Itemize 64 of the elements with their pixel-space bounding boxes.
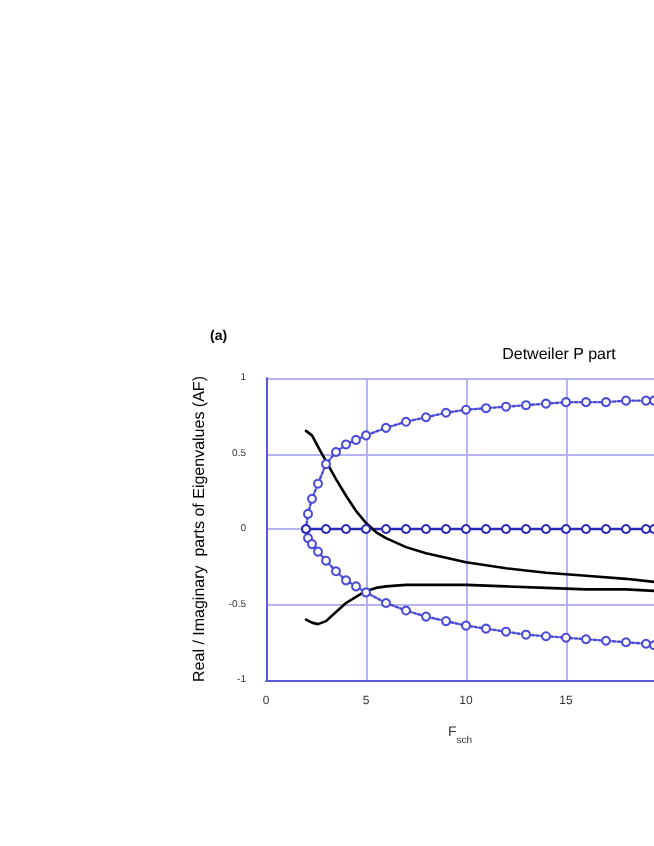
point [521,524,531,534]
point [601,635,611,646]
point [321,555,331,566]
point [321,459,331,470]
point [307,539,317,550]
point [331,566,341,577]
point [313,478,323,489]
point [461,620,471,631]
point [601,524,611,534]
line-series [304,429,654,584]
point [361,430,371,441]
point [461,404,471,415]
point [341,524,351,534]
point [601,397,611,408]
y-axis-title: Real / Imaginary parts of Eigenvalues (AF) [189,375,208,682]
point [361,524,371,534]
point [621,524,631,534]
point [381,524,391,534]
point [561,524,571,534]
point [321,524,331,534]
point [581,397,591,408]
point [561,632,571,643]
point [501,524,511,534]
point [641,524,651,534]
point [621,395,631,406]
point [641,395,651,406]
point [331,446,341,457]
point [481,524,491,534]
point [561,397,571,408]
point [481,623,491,634]
point [521,400,531,411]
point [351,434,361,445]
point [441,407,451,418]
point [441,616,451,627]
point [541,524,551,534]
point [381,597,391,608]
point [361,587,371,598]
line-series [304,583,654,626]
point [441,524,451,534]
point [421,524,431,534]
point [541,631,551,642]
point [401,524,411,534]
point [521,629,531,640]
point [303,508,313,519]
point [541,398,551,409]
point [401,416,411,427]
point [421,412,431,423]
point [381,422,391,433]
point [461,524,471,534]
point [307,493,317,504]
point [581,634,591,645]
chart-title: Detweiler P part [502,345,618,363]
point [481,403,491,414]
point [501,626,511,637]
point [341,575,351,586]
point [621,637,631,648]
point [421,611,431,622]
point [581,524,591,534]
point [641,638,651,649]
point [501,401,511,412]
point [401,605,411,616]
point [313,546,323,557]
point [341,439,351,450]
point [351,581,361,592]
